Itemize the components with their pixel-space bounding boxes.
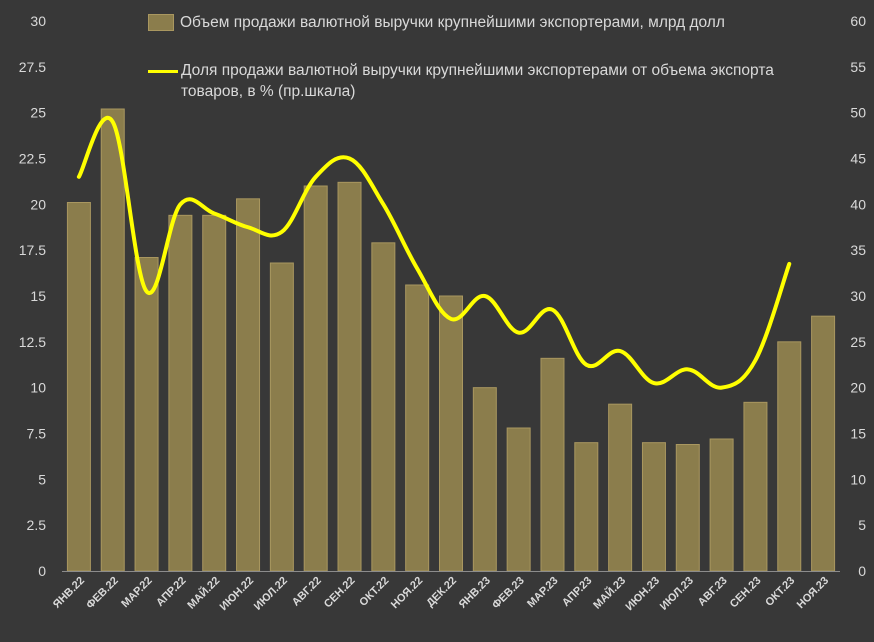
x-axis-tick-label: СЕН.22 (322, 575, 358, 611)
x-axis-tick-label: ОКТ.22 (357, 575, 391, 609)
left-axis-tick-label: 12.5 (19, 334, 46, 350)
bar (540, 357, 565, 572)
left-axis-tick-label: 22.5 (19, 151, 46, 167)
right-axis-tick-label: 55 (850, 59, 866, 75)
x-axis-tick-label: НОЯ.22 (389, 575, 425, 611)
bar (371, 242, 396, 572)
right-axis-tick-label: 5 (858, 517, 866, 533)
x-axis-tick-label: НОЯ.23 (795, 575, 831, 611)
x-axis-tick-label: МАР.22 (119, 575, 154, 610)
x-axis-tick-label: ОКТ.23 (763, 575, 797, 609)
x-axis-tick-label: АПР.23 (560, 575, 594, 609)
right-axis-tick-label: 20 (850, 380, 866, 396)
x-axis-tick-label: ФЕВ.22 (84, 575, 121, 612)
x-axis-tick-label: ИЮН.23 (624, 575, 663, 614)
x-axis-tick-label: ДЕК.22 (424, 575, 459, 610)
bar (743, 401, 768, 572)
bar (574, 442, 599, 572)
legend-line-label-1: Доля продажи валютной выручки крупнейшим… (181, 62, 774, 79)
x-axis-tick-label: ИЮЛ.23 (658, 575, 696, 613)
bar (405, 284, 430, 572)
x-axis-tick-label: МАЙ.22 (185, 574, 223, 612)
bar (134, 257, 159, 572)
legend-bar-label: Объем продажи валютной выручки крупнейши… (180, 14, 725, 31)
bar (66, 202, 91, 572)
bar (608, 403, 633, 572)
x-axis-tick-label: ФЕВ.23 (490, 575, 527, 612)
bar (269, 262, 294, 572)
right-axis-tick-label: 45 (850, 151, 866, 167)
bar (337, 181, 362, 572)
legend-bar-swatch (148, 14, 174, 31)
right-axis-tick-label: 25 (850, 334, 866, 350)
right-axis-tick-label: 35 (850, 242, 866, 258)
x-axis-tick-label: СЕН.23 (728, 575, 764, 611)
left-axis-tick-label: 2.5 (27, 517, 47, 533)
x-axis-tick-label: ИЮН.22 (218, 575, 257, 614)
left-axis-tick-label: 27.5 (19, 59, 46, 75)
right-axis-tick-label: 10 (850, 471, 866, 487)
legend-line-swatch (148, 70, 178, 73)
x-axis-tick-label: ЯНВ.23 (457, 575, 493, 611)
bar (811, 315, 836, 572)
left-axis-tick-label: 5 (38, 471, 46, 487)
legend-line-label-2: товаров, в % (пр.шкала) (181, 83, 356, 100)
bar (438, 295, 464, 572)
x-axis-tick-label: МАЙ.23 (591, 574, 629, 612)
bar (202, 214, 227, 572)
bar (236, 198, 261, 572)
left-axis-tick-label: 10 (30, 380, 46, 396)
right-axis-tick-label: 60 (850, 13, 866, 29)
x-axis-tick-label: ИЮЛ.22 (252, 575, 290, 613)
left-axis-tick-label: 25 (30, 105, 46, 121)
x-axis-tick-label: МАР.23 (525, 575, 560, 610)
right-axis-tick-label: 15 (850, 426, 866, 442)
left-axis-tick-label: 7.5 (27, 426, 47, 442)
x-axis-tick-label: АВГ.23 (696, 575, 730, 609)
left-axis-tick-label: 0 (38, 563, 46, 579)
left-axis-tick-label: 30 (30, 13, 46, 29)
bar (641, 442, 666, 572)
right-axis-tick-label: 40 (850, 196, 866, 212)
bar (777, 341, 802, 572)
legend-item-bars: Объем продажи валютной выручки крупнейши… (148, 12, 725, 33)
x-axis-tick-label: АВГ.22 (290, 575, 324, 609)
left-axis-tick-label: 17.5 (19, 242, 46, 258)
x-axis-tick-label: АПР.22 (154, 575, 188, 609)
bar (506, 427, 531, 572)
right-axis-tick-label: 30 (850, 288, 866, 304)
legend-item-line: Доля продажи валютной выручки крупнейшим… (148, 60, 848, 102)
bar (675, 444, 700, 572)
bar (709, 438, 734, 572)
share-line (76, 116, 792, 390)
bar (472, 387, 497, 572)
left-axis-tick-label: 15 (30, 288, 46, 304)
right-axis-tick-label: 50 (850, 105, 866, 121)
left-axis-tick-label: 20 (30, 196, 46, 212)
right-axis-tick-label: 0 (858, 563, 866, 579)
bar (303, 185, 328, 572)
bar (168, 214, 193, 572)
x-axis-tick-label: ЯНВ.22 (51, 575, 87, 611)
bar (100, 108, 125, 572)
